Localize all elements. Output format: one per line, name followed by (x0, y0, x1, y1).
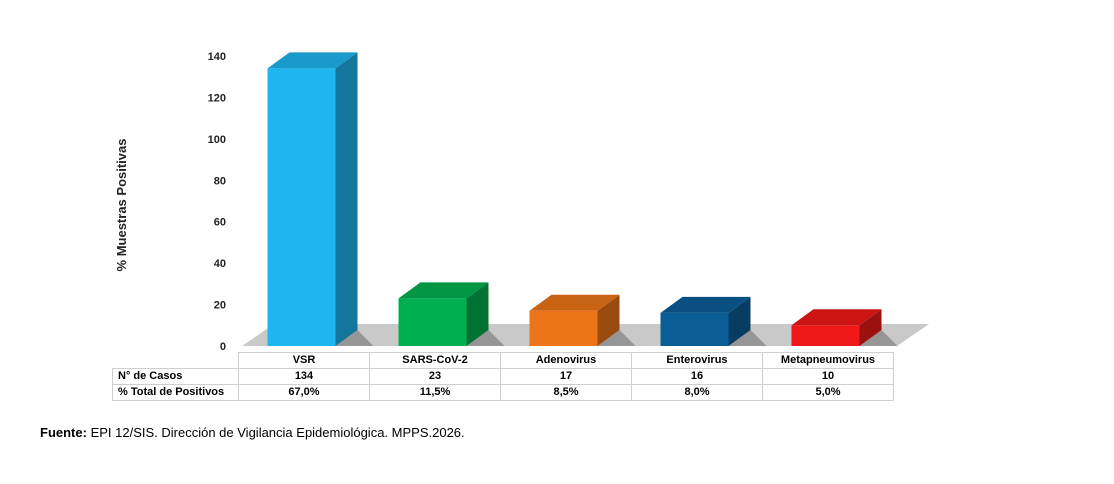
category-label: VSR (238, 352, 370, 369)
bar-sars-cov-2 (398, 282, 505, 346)
y-tick-label: 100 (208, 134, 226, 146)
category-label: Enterovirus (631, 352, 763, 369)
source-label: Fuente: (40, 425, 87, 440)
bar-front (660, 312, 729, 346)
row-label-percent: % Total de Positivos (112, 384, 239, 401)
category-label: SARS-CoV-2 (369, 352, 501, 369)
bar-side (335, 52, 358, 347)
bar-top (529, 294, 620, 311)
y-axis: 0 20 40 60 80 100 120 140 (208, 51, 226, 352)
bar-top (791, 309, 882, 326)
y-tick-label: 80 (214, 175, 226, 187)
y-tick-label: 60 (214, 217, 226, 229)
bar-shadow (335, 330, 374, 346)
case-count: 17 (500, 368, 632, 385)
bar-metapneumovirus (791, 309, 898, 346)
percent-value: 8,5% (500, 384, 632, 401)
table-row: % Total de Positivos 67,0% 11,5% 8,5% 8,… (112, 384, 894, 401)
bar-vsr (267, 52, 374, 347)
source-note: Fuente: EPI 12/SIS. Dirección de Vigilan… (40, 425, 465, 440)
category-label: Metapneumovirus (762, 352, 894, 369)
y-tick-label: 0 (220, 341, 226, 352)
case-count: 16 (631, 368, 763, 385)
bar-shadow (728, 330, 767, 346)
category-label: Adenovirus (500, 352, 632, 369)
data-table: VSR SARS-CoV-2 Adenovirus Enterovirus Me… (112, 352, 894, 401)
bar-shadow (466, 330, 505, 346)
y-tick-label: 140 (208, 51, 226, 63)
bar-top (267, 52, 358, 69)
bar-chart: 0 20 40 60 80 100 120 140 % Muestras Positivas (114, 51, 929, 352)
table-row: N° de Casos 134 23 17 16 10 (112, 368, 894, 385)
bar-front (267, 68, 336, 346)
case-count: 10 (762, 368, 894, 385)
source-text: EPI 12/SIS. Dirección de Vigilancia Epid… (86, 425, 465, 440)
case-count: 134 (238, 368, 370, 385)
percent-value: 67,0% (238, 384, 370, 401)
bar-front (529, 310, 598, 346)
bars (267, 52, 898, 347)
table-header-row: VSR SARS-CoV-2 Adenovirus Enterovirus Me… (112, 352, 894, 369)
row-label-cases: N° de Casos (112, 368, 239, 385)
bar-top (398, 282, 489, 299)
bar-front (398, 298, 467, 346)
bar-side (859, 309, 882, 346)
y-tick-label: 20 (214, 300, 226, 312)
bar-top (660, 296, 751, 313)
bar-adenovirus (529, 294, 636, 346)
percent-value: 11,5% (369, 384, 501, 401)
bar-side (597, 294, 620, 346)
y-axis-label: % Muestras Positivas (114, 139, 129, 272)
case-count: 23 (369, 368, 501, 385)
bar-side (728, 296, 751, 346)
y-tick-label: 120 (208, 92, 226, 104)
y-tick-label: 40 (214, 258, 226, 270)
bar-side (466, 282, 489, 346)
percent-value: 5,0% (762, 384, 894, 401)
bar-front (791, 325, 860, 346)
bar-shadow (859, 330, 898, 346)
percent-value: 8,0% (631, 384, 763, 401)
bar-enterovirus (660, 296, 767, 346)
bar-shadow (597, 330, 636, 346)
